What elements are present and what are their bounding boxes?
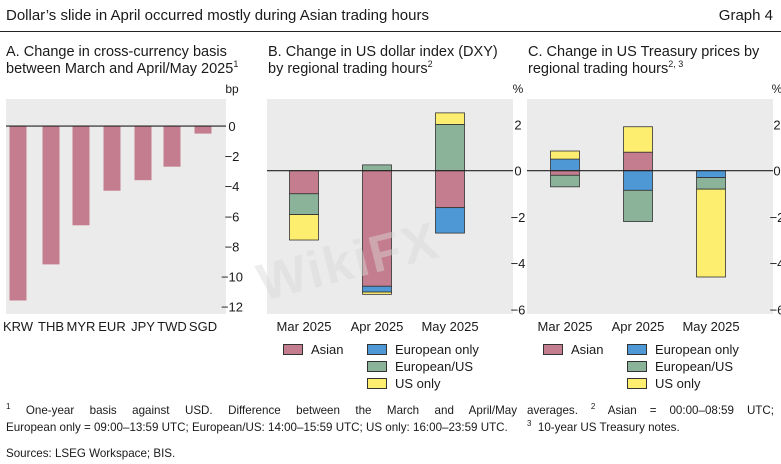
panel-c-segment-asian [550, 170, 580, 176]
panel-b-ytick-label: −6 [511, 302, 526, 317]
panel-a-bar-krw [9, 126, 27, 301]
panel-c-ytick-label: −2 [770, 210, 781, 225]
legend-b-european-us: European/US [367, 359, 473, 374]
panel-a-title: A. Change in cross-currency basis between… [6, 44, 239, 77]
legend-b-us-only: US only [367, 376, 441, 391]
panel-a-category-label: TWD [157, 319, 187, 334]
header-rule [0, 31, 781, 32]
panel-b-category-label: Apr 2025 [351, 319, 404, 334]
panel-a-category-label: EUR [98, 319, 125, 334]
panel-c-category-label: May 2025 [682, 319, 739, 334]
panel-a-category-label: THB [38, 319, 64, 334]
sources: Sources: LSEG Workspace; BIS. [6, 447, 176, 460]
panel-c-segment-european-us [696, 177, 726, 190]
panel-c-segment-us-only [550, 150, 580, 160]
panel-b-segment-asian [362, 170, 392, 287]
legend-b-asian: Asian [283, 342, 344, 357]
panel-a-category-label: JPY [131, 319, 155, 334]
legend-swatch [627, 344, 647, 355]
panel-a-ytick-label: −12 [221, 299, 243, 314]
legend-b-european-only: European only [367, 342, 479, 357]
panel-c-segment-european-only [696, 170, 726, 179]
legend-swatch [367, 344, 387, 355]
panel-c-unit-label: % [772, 82, 781, 96]
legend-c-european-us: European/US [627, 359, 733, 374]
panel-a-bar-myr [72, 126, 90, 226]
legend-swatch [543, 344, 563, 355]
panel-a-ytick-label: −10 [221, 269, 243, 284]
panel-c-segment-european-only [623, 170, 653, 191]
panel-c-category-label: Apr 2025 [612, 319, 665, 334]
panel-b-unit-label: % [513, 82, 524, 96]
panel-c-category-label: Mar 2025 [538, 319, 593, 334]
charts-svg: bp 0 −2 −4 −6 −8 −10 −12 KRW THB MYR EUR JPY TWD SGD% 2… [3, 82, 781, 334]
legend-swatch [367, 361, 387, 372]
panel-a-ytick-label: −4 [225, 179, 240, 194]
panel-c-segment-us-only [696, 188, 726, 278]
panel-b-segment-european-only [435, 207, 465, 234]
panel-b-ytick-label: 0 [514, 164, 521, 179]
panel-b-ytick-label: 2 [514, 117, 521, 132]
panel-a-bar-jpy [134, 126, 152, 181]
panel-a-category-label: SGD [189, 319, 217, 334]
footnote-2-continued: European only = 09:00–13:59 UTC; Europea… [6, 421, 508, 434]
legend-swatch [627, 378, 647, 389]
panel-c-segment-european-only [550, 158, 580, 172]
graph-title: Dollar’s slide in April occurred mostly … [6, 7, 429, 24]
panel-a-bar-sgd [194, 126, 212, 134]
panel-b-ytick-label: −4 [511, 256, 526, 271]
panel-b-ytick-label: −2 [511, 210, 526, 225]
panel-b-segment-european-us [362, 164, 392, 172]
panel-b-category-label: May 2025 [421, 319, 478, 334]
panel-c-segment-european-us [623, 189, 653, 222]
legend-swatch [627, 361, 647, 372]
panel-b-segment-european-us [435, 124, 465, 172]
footnote-3: 3 10-year US Treasury notes. [527, 419, 680, 434]
footnote-2: averages. 2 Asian = 00:00–08:59 UTC; [527, 402, 774, 417]
legend-c-us-only: US only [627, 376, 701, 391]
panel-a-ytick-label: 0 [228, 119, 235, 134]
panel-c-ytick-label: −4 [770, 256, 781, 271]
panel-c-segment-asian [623, 151, 653, 172]
legend-swatch [283, 344, 303, 355]
panel-a-ytick-label: −8 [225, 239, 240, 254]
graph-label: Graph 4 [718, 7, 773, 24]
panel-c-ytick-label: 2 [773, 117, 780, 132]
legend-c-european-only: European only [627, 342, 739, 357]
legend-c-asian: Asian [543, 342, 604, 357]
panel-c-segment-us-only [623, 126, 653, 153]
panel-a-bar-thb [42, 126, 60, 265]
panel-a-bar-twd [163, 126, 181, 167]
panel-b-segment-us-only [435, 112, 465, 125]
panel-a-ytick-label: −6 [225, 209, 240, 224]
panel-a-category-label: MYR [67, 319, 96, 334]
panel-b-category-label: Mar 2025 [277, 319, 332, 334]
panel-b-segment-us-only [362, 291, 392, 295]
legend-swatch [367, 378, 387, 389]
panel-a-unit-label: bp [225, 82, 239, 96]
panel-b-segment-asian [435, 170, 465, 209]
panel-c-ytick-label: 0 [773, 164, 780, 179]
panel-c-ytick-label: −6 [770, 302, 781, 317]
panel-a-category-label: KRW [3, 319, 34, 334]
panel-a-bar-eur [103, 126, 121, 191]
panel-b-title: B. Change in US dollar index (DXY) by reg… [268, 44, 498, 77]
panel-a-ytick-label: −2 [225, 149, 240, 164]
footnote-1: 1 One-year basis against USD. Difference… [6, 402, 517, 417]
panel-c-segment-european-us [550, 174, 580, 188]
panel-b-segment-us-only [289, 214, 319, 241]
panel-b-segment-european-us [289, 193, 319, 215]
panel-c-title: C. Change in US Treasury prices by region… [528, 44, 760, 77]
panel-b-segment-asian [289, 170, 319, 195]
